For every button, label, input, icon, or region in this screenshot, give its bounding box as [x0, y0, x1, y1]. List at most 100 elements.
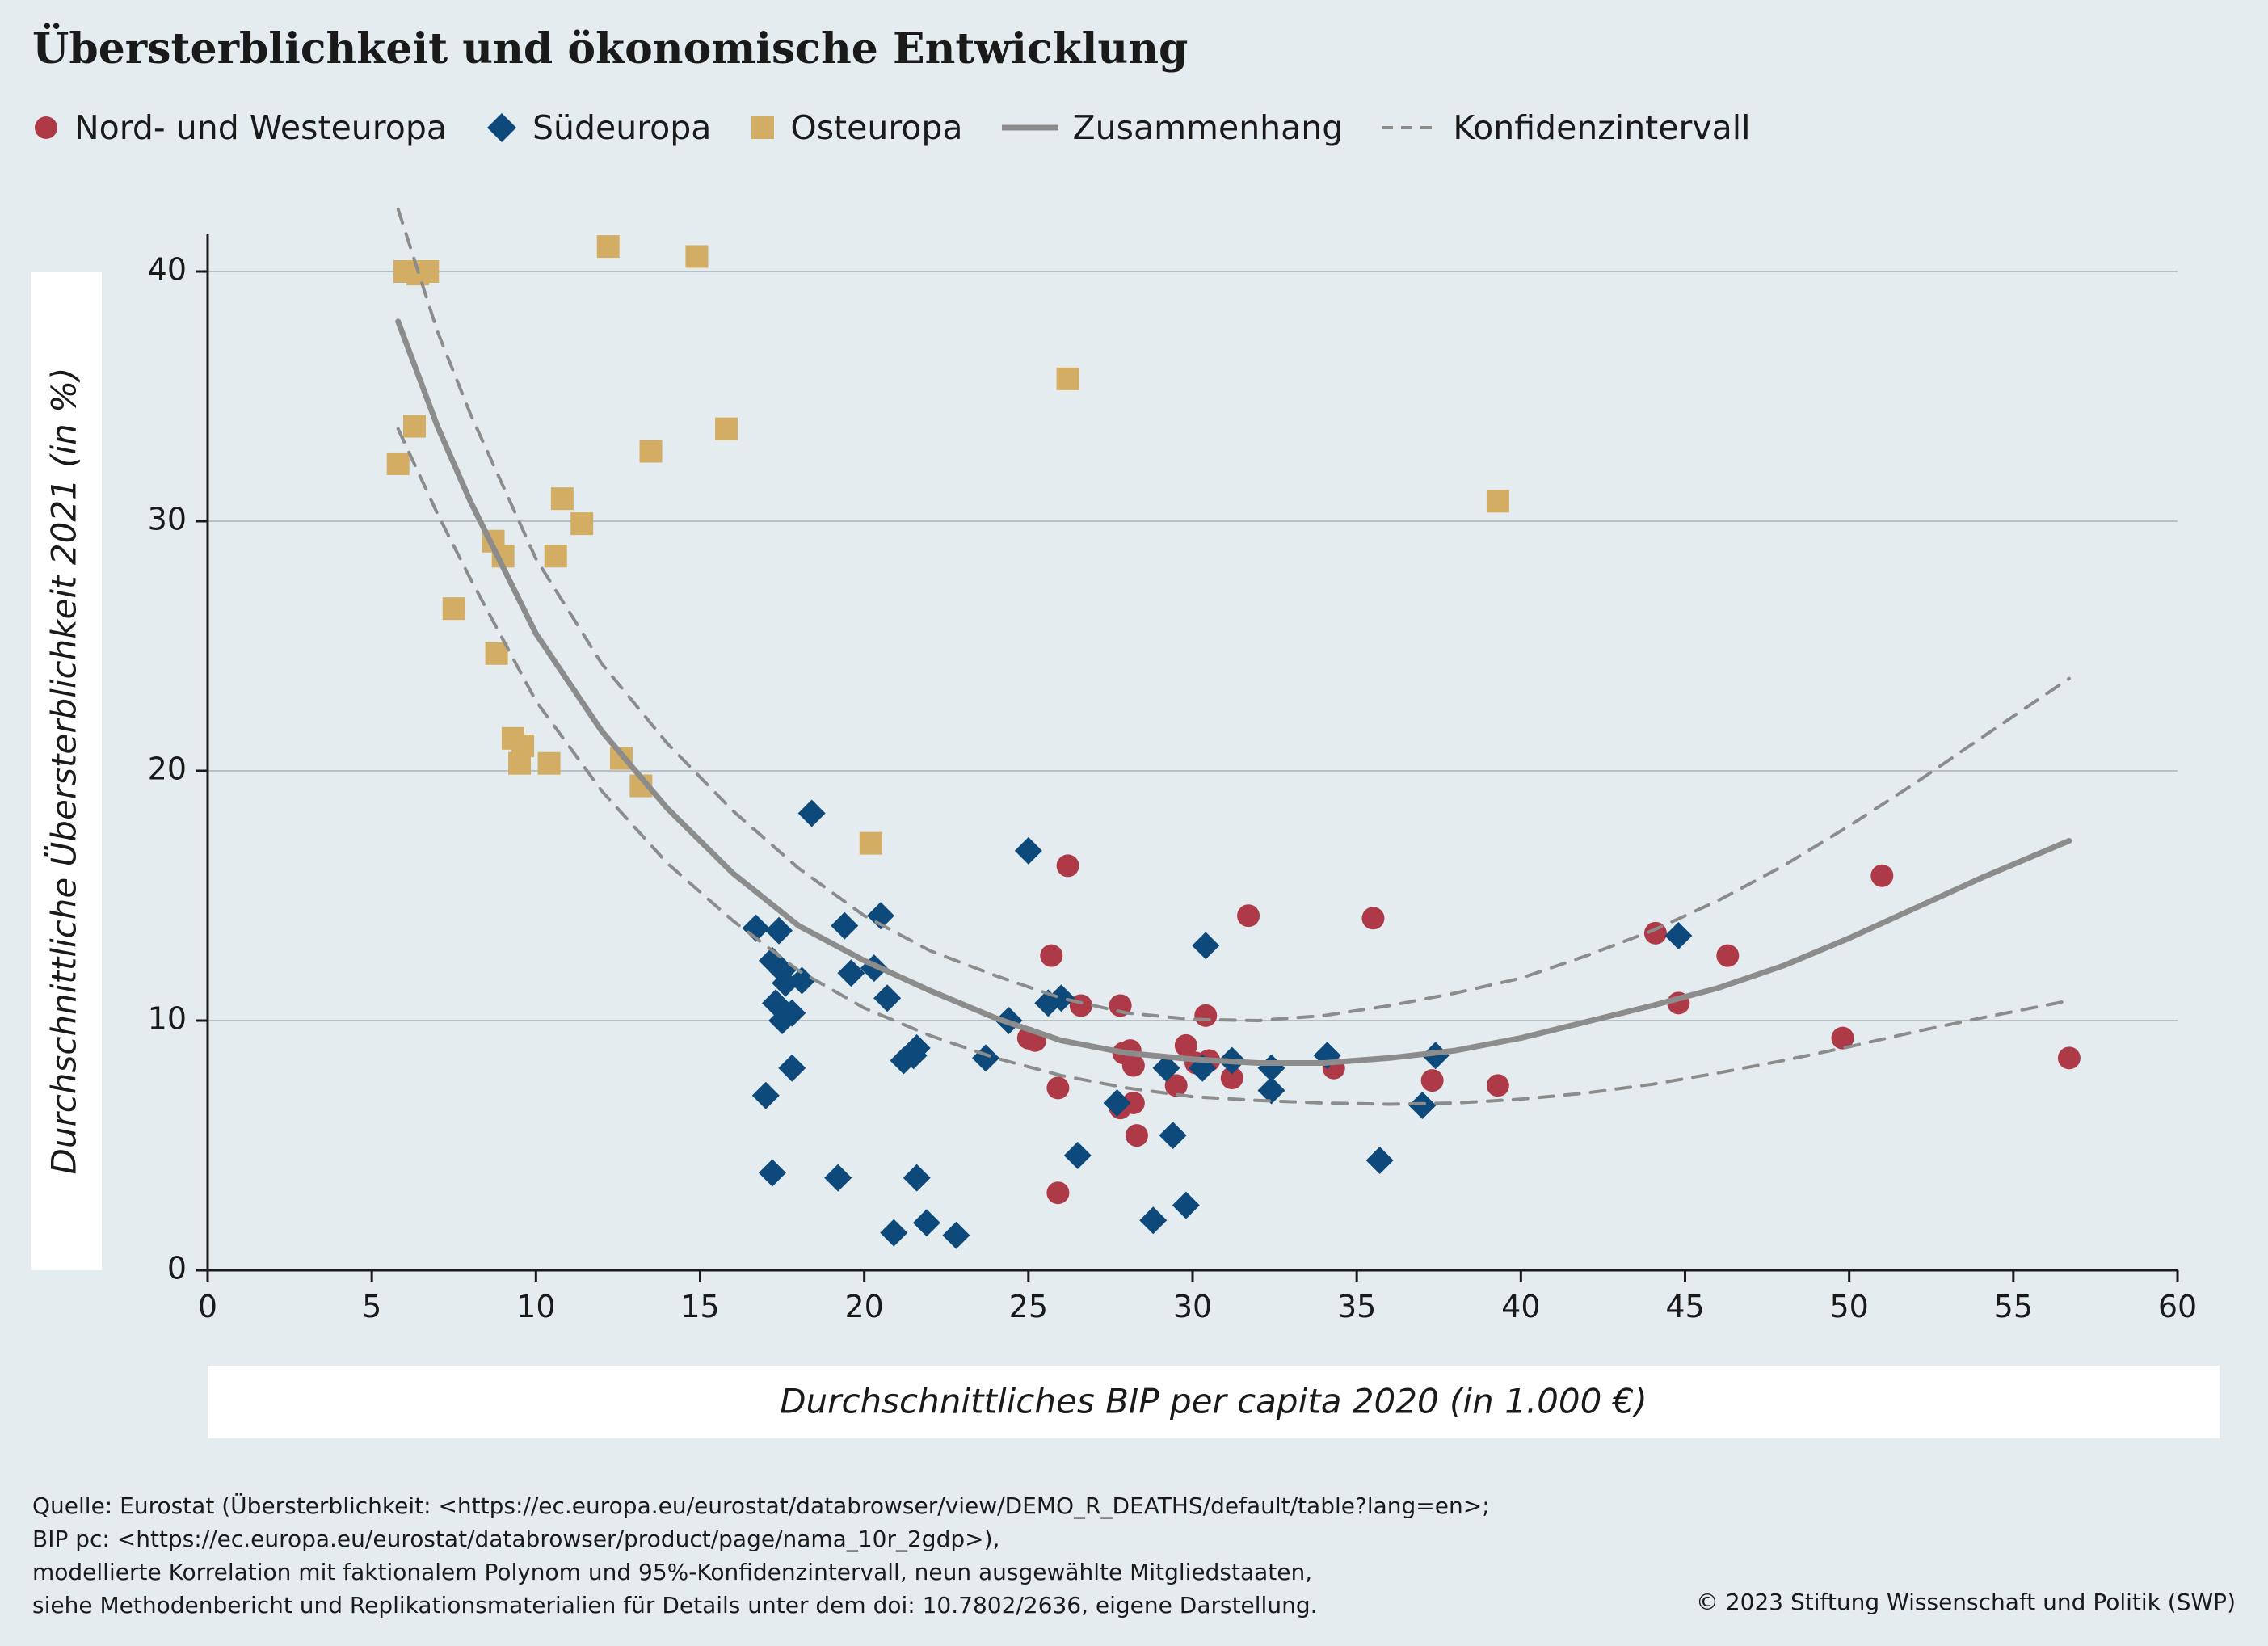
data-point-ost	[570, 512, 594, 536]
legend-dashed-line	[1382, 126, 1439, 129]
data-point-sued	[1103, 1088, 1131, 1117]
x-tick-label: 0	[198, 1289, 217, 1324]
confidence-lower-line	[396, 427, 2071, 1106]
legend: Nord- und Westeuropa Südeuropa Osteuropa…	[32, 103, 1790, 152]
data-point-sued	[1172, 1191, 1200, 1219]
data-point-ost	[596, 235, 620, 259]
data-point-nord	[1056, 854, 1079, 878]
data-point-ost	[544, 545, 567, 568]
data-point-sued	[1257, 1076, 1285, 1105]
x-tick-label: 35	[1337, 1289, 1376, 1324]
legend-diamond-marker	[486, 113, 516, 142]
data-point-nord	[1046, 1181, 1070, 1205]
data-point-ost	[1056, 367, 1079, 390]
data-point-sued	[866, 902, 894, 930]
data-point-sued	[880, 1219, 908, 1247]
data-point-sued	[751, 1081, 780, 1109]
scatter-chart: Durchschnittliche Übersterblichkeit 2021…	[31, 207, 2220, 1438]
data-point-sued	[778, 1054, 806, 1082]
data-point-nord	[1046, 1076, 1070, 1100]
data-point-nord	[1121, 1054, 1145, 1077]
data-point-sued	[1159, 1122, 1187, 1150]
data-point-ost	[416, 260, 440, 283]
y-tick-label: 30	[148, 502, 187, 537]
data-point-sued	[912, 1209, 940, 1237]
data-point-sued	[903, 1033, 931, 1062]
source-line-3: modellierte Korrelation mit faktionalem …	[32, 1559, 1313, 1585]
source-note: Quelle: Eurostat (Übersterblichkeit: <ht…	[32, 1489, 1648, 1622]
legend-label-fit: Zusammenhang	[1072, 108, 1344, 147]
data-point-ost	[537, 751, 561, 775]
x-tick-label: 15	[680, 1289, 719, 1324]
data-point-nord	[2057, 1046, 2081, 1070]
data-point-nord	[1164, 1074, 1188, 1097]
data-point-sued	[772, 969, 800, 997]
legend-item-sued: Südeuropa	[486, 108, 711, 147]
y-tick-label: 20	[148, 751, 187, 787]
data-point-sued	[873, 984, 902, 1012]
data-point-nord	[1194, 1004, 1218, 1027]
data-point-sued	[1063, 1141, 1092, 1169]
data-point-nord	[1040, 944, 1063, 967]
data-point-sued	[1047, 984, 1075, 1012]
data-point-sued	[765, 916, 793, 945]
x-tick-label: 40	[1501, 1289, 1540, 1324]
data-point-ost	[550, 487, 574, 511]
legend-item-nord: Nord- und Westeuropa	[32, 108, 447, 147]
y-axis-label-box	[31, 272, 102, 1270]
y-axis-label: Durchschnittliche Übersterblichkeit 2021…	[44, 368, 84, 1175]
source-line-1: Quelle: Eurostat (Übersterblichkeit: <ht…	[32, 1492, 1490, 1519]
data-point-sued	[1192, 932, 1220, 960]
data-point-ost	[715, 417, 738, 440]
x-tick-label: 25	[1009, 1289, 1048, 1324]
legend-label-ci: Konfidenzintervall	[1453, 108, 1751, 147]
data-point-nord	[1361, 907, 1385, 930]
fit-line	[395, 318, 2072, 1066]
x-axis-label: Durchschnittliches BIP per capita 2020 (…	[780, 1382, 1647, 1421]
legend-solid-line	[1001, 124, 1058, 131]
x-tick-label: 45	[1665, 1289, 1704, 1324]
data-point-ost	[442, 597, 465, 621]
data-point-ost	[685, 245, 709, 268]
y-tick-label: 10	[148, 1001, 187, 1037]
data-point-sued	[778, 999, 806, 1027]
data-point-sued	[824, 1164, 852, 1192]
data-point-sued	[788, 966, 816, 995]
data-point-nord	[1486, 1074, 1509, 1097]
copyright: © 2023 Stiftung Wissenschaft und Politik…	[1695, 1589, 2236, 1615]
data-point-ost	[386, 452, 410, 475]
legend-label-sued: Südeuropa	[532, 108, 712, 147]
data-point-ost	[485, 642, 508, 665]
legend-label-nord: Nord- und Westeuropa	[74, 108, 447, 147]
data-point-sued	[1664, 921, 1693, 949]
legend-square-marker	[751, 116, 775, 139]
data-point-nord	[1870, 864, 1894, 887]
data-point-ost	[639, 440, 663, 463]
data-point-sued	[837, 959, 865, 987]
data-point-sued	[1365, 1147, 1394, 1175]
data-point-sued	[1152, 1054, 1180, 1082]
data-point-nord	[1121, 1091, 1145, 1114]
x-tick-label: 60	[2158, 1289, 2197, 1324]
x-tick-label: 5	[362, 1289, 381, 1324]
data-point-ost	[511, 735, 535, 758]
y-tick-label: 40	[148, 252, 187, 288]
data-point-sued	[1014, 836, 1042, 865]
x-tick-label: 20	[844, 1289, 883, 1324]
x-tick-label: 50	[1829, 1289, 1868, 1324]
data-point-sued	[831, 911, 859, 940]
y-tick-label: 0	[167, 1251, 187, 1286]
data-point-ost	[1486, 490, 1509, 513]
x-tick-label: 10	[516, 1289, 555, 1324]
data-point-ost	[402, 415, 426, 438]
x-tick-label: 30	[1173, 1289, 1212, 1324]
data-point-sued	[758, 1159, 786, 1187]
data-point-sued	[797, 799, 826, 827]
x-axis-label-box	[208, 1366, 2220, 1438]
source-line-2: BIP pc: <https://ec.europa.eu/eurostat/d…	[32, 1526, 1000, 1552]
data-point-ost	[859, 831, 882, 855]
x-tick-label: 55	[1994, 1289, 2033, 1324]
data-point-sued	[1257, 1054, 1285, 1082]
data-point-nord	[1174, 1033, 1197, 1057]
data-point-sued	[742, 914, 770, 942]
